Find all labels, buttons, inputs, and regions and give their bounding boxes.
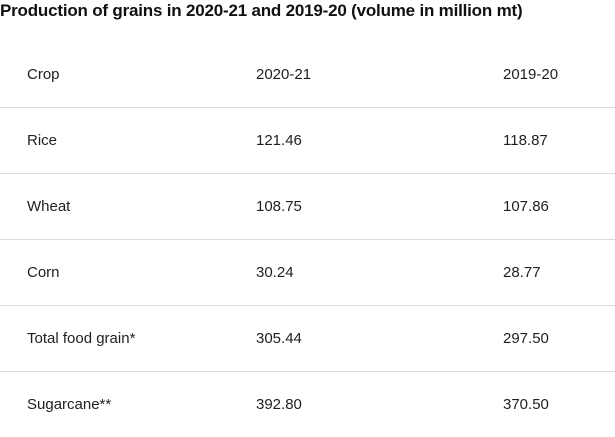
table-row: Total food grain* 305.44 297.50 xyxy=(0,305,615,372)
table-row: Rice 121.46 118.87 xyxy=(0,107,615,174)
table-header-row: Crop 2020-21 2019-20 xyxy=(0,42,615,108)
cell-2019-20: 107.86 xyxy=(503,173,615,240)
cell-2019-20: 28.77 xyxy=(503,239,615,306)
cell-2020-21: 108.75 xyxy=(256,173,503,240)
cell-crop: Wheat xyxy=(0,173,256,240)
table-row: Sugarcane** 392.80 370.50 xyxy=(0,372,615,437)
cell-crop: Rice xyxy=(0,107,256,174)
table-row: Wheat 108.75 107.86 xyxy=(0,173,615,240)
cell-2020-21: 30.24 xyxy=(256,239,503,306)
table-row: Corn 30.24 28.77 xyxy=(0,239,615,306)
cell-2020-21: 121.46 xyxy=(256,107,503,174)
page-title: Production of grains in 2020-21 and 2019… xyxy=(0,1,523,20)
cell-2019-20: 297.50 xyxy=(503,305,615,372)
header-2019-20: 2019-20 xyxy=(503,42,615,108)
grain-production-table: Crop 2020-21 2019-20 Rice 121.46 118.87 … xyxy=(0,42,615,437)
header-2020-21: 2020-21 xyxy=(256,42,503,108)
cell-crop: Total food grain* xyxy=(0,305,256,372)
cell-crop: Corn xyxy=(0,239,256,306)
cell-crop: Sugarcane** xyxy=(27,396,112,413)
cell-2019-20: 370.50 xyxy=(503,396,549,413)
cell-2020-21: 305.44 xyxy=(256,305,503,372)
cell-2019-20: 118.87 xyxy=(503,107,615,174)
header-crop: Crop xyxy=(0,42,256,108)
cell-2020-21: 392.80 xyxy=(256,396,302,413)
